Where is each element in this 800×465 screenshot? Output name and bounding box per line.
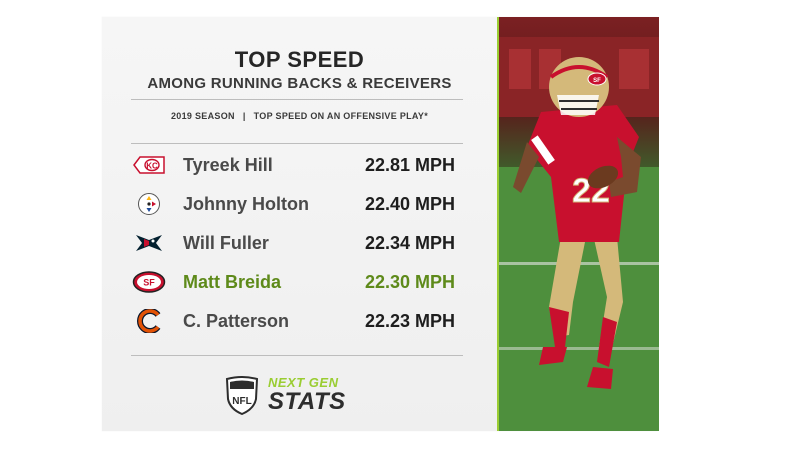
svg-text:KC: KC — [146, 162, 158, 171]
list-item: KC Tyreek Hill 22.81 MPH — [102, 151, 497, 181]
stats-label: STATS — [268, 388, 346, 415]
player-name: Will Fuller — [183, 233, 269, 253]
list-item: C. Patterson 22.23 MPH — [102, 307, 497, 337]
list-item: SF Matt Breida 22.30 MPH — [102, 268, 497, 298]
graphic-title: TOP SPEED — [234, 47, 365, 72]
player-name: Johnny Holton — [183, 194, 309, 214]
player-name: Tyreek Hill — [183, 155, 273, 175]
metric-label: TOP SPEED ON AN OFFENSIVE PLAY* — [253, 111, 428, 121]
season-caption: 2019 SEASON | TOP SPEED ON AN OFFENSIVE PL… — [102, 111, 497, 121]
stats-panel: TOP SPEED AMONG RUNNING BACKS & RECEIVER… — [102, 17, 497, 431]
season-label: 2019 SEASON — [170, 111, 235, 121]
49ers-logo-icon: SF — [132, 271, 166, 293]
helmet-logo: SF — [593, 78, 601, 84]
texans-logo-icon — [136, 235, 162, 251]
divider-middle — [131, 143, 463, 144]
player-speed: 22.30 MPH — [364, 272, 455, 292]
player-name: C. Patterson — [183, 311, 290, 331]
next-gen-label: NEXT GEN — [268, 375, 339, 390]
svg-text:SF: SF — [143, 278, 155, 288]
chiefs-logo-icon: KC — [133, 156, 165, 174]
list-item: Will Fuller 22.34 MPH — [102, 229, 497, 259]
player-speed: 22.40 MPH — [364, 194, 455, 214]
player-name: Matt Breida — [183, 272, 282, 292]
player-speed: 22.23 MPH — [364, 311, 455, 331]
next-gen-stats-branding: NFL NEXT GEN STATS — [224, 373, 374, 417]
list-item: Johnny Holton 22.40 MPH — [102, 190, 497, 220]
player-photo: 22 SF — [497, 17, 659, 431]
steelers-logo-icon — [138, 193, 160, 215]
caption-separator: | — [242, 111, 246, 121]
divider-bottom — [131, 355, 463, 356]
running-back-illustration: 22 SF — [499, 37, 659, 431]
divider-top — [131, 99, 463, 100]
player-speed: 22.34 MPH — [364, 233, 455, 253]
bears-logo-icon — [137, 309, 161, 333]
nfl-wordmark: NFL — [232, 396, 251, 407]
player-speed: 22.81 MPH — [364, 155, 455, 175]
graphic-subtitle: AMONG RUNNING BACKS & RECEIVERS — [147, 75, 452, 92]
stats-card: TOP SPEED AMONG RUNNING BACKS & RECEIVER… — [102, 17, 659, 431]
nfl-shield-icon: NFL — [225, 376, 259, 415]
